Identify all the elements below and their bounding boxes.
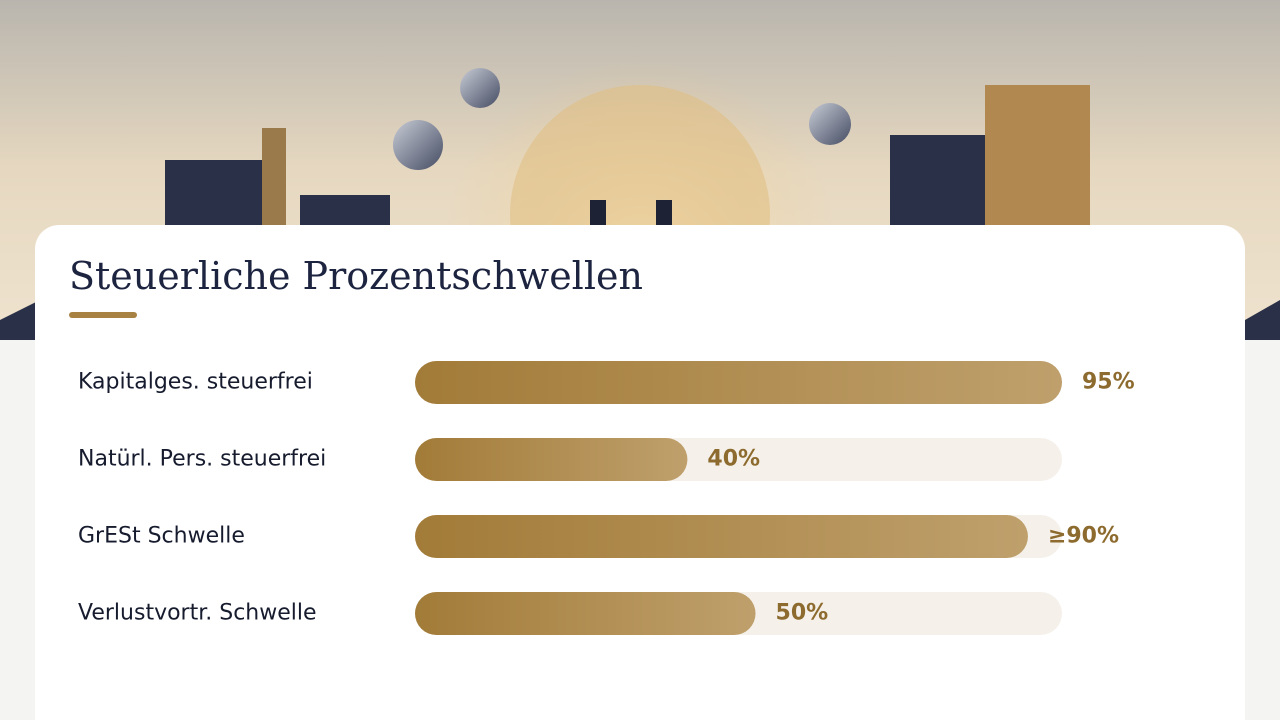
- plot: Kapitalges. steuerfrei 95% Natürl. Pers. s…: [78, 361, 1135, 635]
- bar: [415, 515, 1028, 558]
- title-underline: [69, 312, 137, 318]
- value-label: 40%: [707, 447, 760, 472]
- category-label: GrESt Schwelle: [78, 524, 245, 549]
- bar: [415, 361, 1062, 404]
- bar: [415, 438, 688, 481]
- value-label: 95%: [1082, 370, 1135, 395]
- category-label: Natürl. Pers. steuerfrei: [78, 447, 326, 472]
- chart-title: Steuerliche Prozentschwellen: [69, 254, 643, 298]
- bar: [415, 592, 756, 635]
- category-label: Kapitalges. steuerfrei: [78, 370, 313, 395]
- value-label: 50%: [776, 601, 829, 626]
- category-label: Verlustvortr. Schwelle: [78, 601, 317, 626]
- value-label: ≥90%: [1048, 524, 1119, 549]
